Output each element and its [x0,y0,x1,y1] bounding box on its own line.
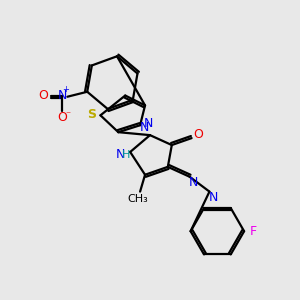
Text: N: N [58,89,67,102]
Text: ⁻: ⁻ [66,111,71,121]
Text: N: N [189,176,198,189]
Text: +: + [62,85,69,94]
Text: H: H [122,150,130,160]
Text: N: N [116,148,125,161]
Text: O: O [194,128,203,141]
Text: N: N [140,121,149,134]
Text: F: F [250,225,256,238]
Text: N: N [209,191,218,204]
Text: N: N [143,117,153,130]
Text: S: S [87,108,96,121]
Text: O: O [58,111,68,124]
Text: O: O [39,89,49,102]
Text: CH₃: CH₃ [128,194,148,203]
